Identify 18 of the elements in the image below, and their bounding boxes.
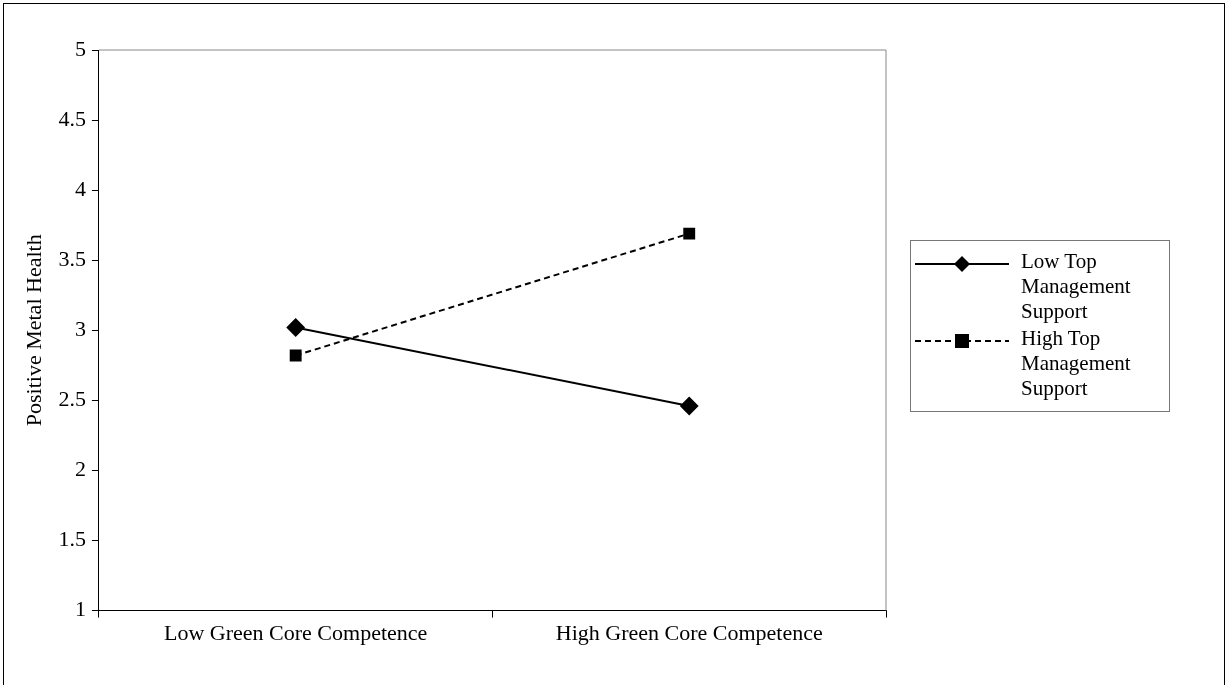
- legend-label: High Top Management Support: [1021, 326, 1132, 401]
- y-tick-label: 2: [74, 456, 86, 482]
- x-tick-label: High Green Core Competence: [555, 619, 823, 645]
- y-tick-label: 4.5: [58, 105, 86, 131]
- point: [680, 396, 699, 415]
- y-axis-title: Positive Metal Health: [20, 234, 46, 427]
- y-tick-label: 2.5: [58, 386, 86, 412]
- point: [286, 318, 305, 337]
- y-tick-label: 5: [74, 35, 86, 61]
- x-tick-label: Low Green Core Competence: [164, 619, 428, 645]
- point: [289, 349, 302, 362]
- legend-label: Low Top Management Support: [1021, 249, 1132, 324]
- point: [683, 227, 696, 240]
- y-tick-label: 3.5: [58, 246, 86, 272]
- y-tick-label: 1.5: [58, 526, 86, 552]
- y-tick-label: 4: [74, 175, 86, 201]
- y-tick-label: 1: [74, 596, 86, 622]
- y-tick-label: 3: [74, 316, 86, 342]
